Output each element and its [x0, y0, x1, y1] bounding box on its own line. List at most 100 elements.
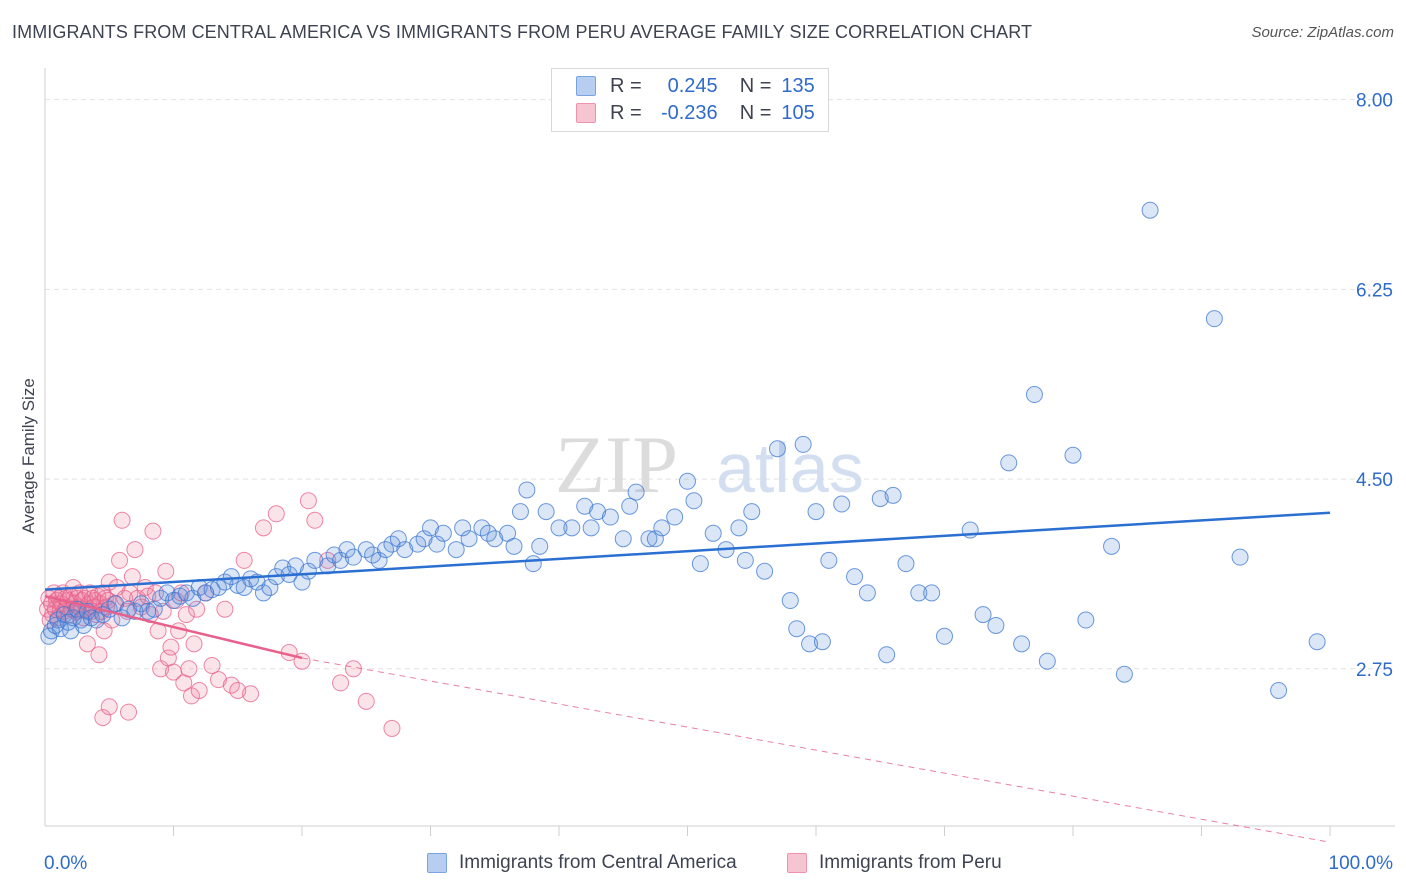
- peru-point: [144, 522, 162, 540]
- central-america-point: [813, 633, 831, 651]
- central-america-point: [428, 535, 446, 553]
- central-america-point: [640, 530, 658, 548]
- central-america-point: [846, 568, 864, 586]
- central-america-point: [884, 486, 902, 504]
- central-america-point: [756, 562, 774, 580]
- peru-point: [254, 519, 272, 537]
- peru-point: [111, 551, 129, 569]
- bottom-legend-peru: Immigrants from Peru: [787, 852, 1002, 874]
- peru-point: [100, 698, 118, 716]
- central-america-point: [537, 503, 555, 521]
- central-america-point: [184, 589, 202, 607]
- peru-point: [78, 635, 96, 653]
- n-label: N =: [739, 101, 772, 124]
- central-america-point: [518, 481, 536, 499]
- central-america-point: [422, 519, 439, 537]
- central-america-trendline: [44, 511, 1331, 591]
- central-america-point: [1013, 635, 1031, 653]
- central-america-point: [460, 530, 478, 548]
- central-america-point: [768, 440, 786, 458]
- y-tick-label: 4.50: [1356, 470, 1393, 491]
- x-tick-label: 100.0%: [1329, 853, 1394, 874]
- legend-row-peru: R = -0.236 N = 105: [576, 100, 815, 126]
- peru-point: [190, 681, 208, 699]
- central-america-point: [344, 548, 362, 566]
- central-america-point: [550, 519, 568, 537]
- legend-swatch-pink: [576, 103, 596, 123]
- central-america-point: [858, 584, 876, 602]
- central-america-point: [974, 606, 992, 624]
- central-america-point: [370, 551, 388, 569]
- central-america-point: [601, 508, 619, 526]
- peru-point: [267, 505, 285, 523]
- bottom-legend-swatch-pink: [787, 853, 807, 873]
- peru-point: [185, 635, 203, 653]
- peru-point: [113, 511, 131, 529]
- y-tick-label: 6.25: [1356, 280, 1393, 301]
- peru-point: [383, 719, 401, 737]
- x-tick-label: 0.0%: [44, 853, 87, 874]
- central-america-point: [203, 581, 221, 599]
- central-america-point: [1205, 310, 1223, 328]
- central-america-point: [332, 551, 350, 569]
- central-america-point: [1025, 386, 1043, 404]
- peru-point: [216, 600, 234, 618]
- peru-trendline-extension: [301, 657, 1331, 843]
- central-america-point: [936, 627, 953, 645]
- central-america-point: [736, 551, 754, 569]
- bottom-legend-label: Immigrants from Central America: [459, 852, 737, 873]
- bottom-legend-label: Immigrants from Peru: [819, 852, 1002, 873]
- central-america-point: [871, 490, 889, 508]
- central-america-point: [1308, 633, 1326, 651]
- central-america-point: [306, 551, 324, 569]
- central-america-point: [1064, 446, 1082, 464]
- peru-point: [332, 674, 350, 692]
- central-america-point: [910, 584, 928, 602]
- watermark-zip: ZIP: [555, 419, 678, 510]
- peru-point: [157, 562, 175, 580]
- central-america-point: [524, 555, 542, 573]
- central-america-point: [415, 530, 433, 548]
- correlation-legend: R = 0.245 N = 135 R = -0.236 N = 105: [551, 68, 829, 132]
- central-america-point: [222, 568, 240, 586]
- central-america-point: [614, 530, 632, 548]
- central-america-point: [666, 508, 684, 526]
- peru-point: [229, 681, 247, 699]
- central-america-point: [1270, 681, 1288, 699]
- y-tick-label: 2.75: [1356, 660, 1393, 681]
- central-america-point: [781, 592, 799, 610]
- peru-point: [209, 671, 227, 689]
- watermark: ZIP atlas: [555, 419, 864, 510]
- source-label: Source: ZipAtlas.com: [1251, 24, 1394, 41]
- peru-point: [203, 657, 221, 675]
- peru-point: [126, 541, 144, 559]
- central-america-point: [1077, 611, 1095, 629]
- chart-title: IMMIGRANTS FROM CENTRAL AMERICA VS IMMIG…: [12, 22, 1033, 42]
- central-america-point: [511, 503, 529, 521]
- central-america-point: [1103, 537, 1121, 555]
- central-america-point: [505, 537, 523, 555]
- central-america-point: [685, 492, 703, 510]
- central-america-point: [627, 483, 645, 501]
- n-value: 105: [781, 101, 815, 124]
- central-america-point: [1141, 201, 1159, 219]
- central-america-point: [62, 622, 80, 640]
- central-america-point: [1038, 652, 1056, 670]
- central-america-point: [589, 503, 607, 521]
- central-america-point: [389, 530, 407, 548]
- central-america-point: [807, 503, 825, 521]
- peru-point: [120, 703, 138, 721]
- central-america-point: [1115, 665, 1133, 683]
- peru-point: [116, 589, 134, 607]
- peru-point: [123, 568, 141, 586]
- central-america-point: [691, 555, 709, 573]
- central-america-point: [621, 497, 639, 515]
- central-america-point: [235, 579, 253, 597]
- peru-point: [306, 511, 324, 529]
- central-america-point: [801, 635, 819, 653]
- peru-point: [299, 492, 317, 510]
- central-america-point: [107, 595, 125, 613]
- central-america-point: [987, 616, 1005, 634]
- peru-point: [188, 600, 206, 618]
